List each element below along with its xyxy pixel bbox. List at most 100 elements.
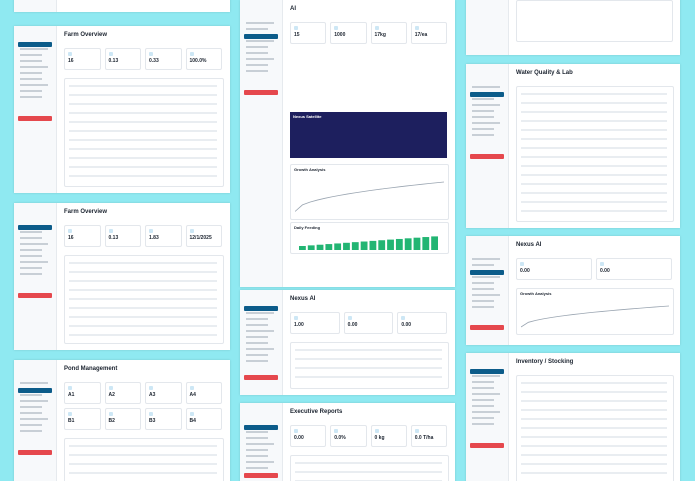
- stat-card: A2: [104, 382, 141, 404]
- cut-card: [466, 0, 680, 55]
- table-row: [69, 157, 217, 159]
- table-row: [521, 93, 667, 95]
- table-row: [69, 325, 217, 327]
- nav-item: [246, 318, 268, 320]
- nav-item: [472, 98, 494, 100]
- logout-button: [244, 90, 278, 95]
- app-screenshot: Nexus AI 0.00 0.00 Growth Analysis: [466, 236, 680, 345]
- nav-item: [472, 276, 500, 278]
- table-row: [521, 391, 667, 393]
- nav-item: [246, 52, 268, 54]
- table-row: [521, 138, 667, 140]
- chart-graphic: [295, 181, 444, 212]
- app-screenshot: Inventory / Stocking: [466, 353, 680, 481]
- sidebar: [14, 203, 57, 350]
- table-row: [69, 148, 217, 150]
- table-row: [69, 262, 217, 264]
- nav-item: [246, 443, 274, 445]
- page-title: AI: [290, 6, 296, 12]
- stat-card: 12/1/2025: [185, 225, 222, 247]
- table-row: [69, 112, 217, 114]
- table-row: [521, 436, 667, 438]
- table-row: [521, 454, 667, 456]
- table-row: [69, 85, 217, 87]
- nav-item: [472, 393, 500, 395]
- nav-item: [20, 412, 42, 414]
- nav-item: [20, 273, 42, 275]
- nav-item: [20, 261, 48, 263]
- logout-button: [18, 450, 52, 455]
- sidebar: [466, 64, 509, 228]
- nav-item: [472, 423, 494, 425]
- table-row: [69, 307, 217, 309]
- nav-item: [246, 324, 268, 326]
- table-row: [295, 367, 442, 369]
- stat-card: A3: [145, 382, 182, 404]
- nav-item: [472, 306, 494, 308]
- app-screenshot: Farm Overview 16 0.13 1.83 12/1/2025: [14, 203, 230, 350]
- nav-item: [246, 70, 268, 72]
- nav-active: [244, 306, 278, 311]
- table-row: [521, 147, 667, 149]
- table-row: [69, 334, 217, 336]
- nav-item: [20, 382, 48, 384]
- table-row: [69, 271, 217, 273]
- page-title: Nexus AI: [290, 296, 316, 302]
- stat-card: 0.00: [596, 258, 672, 280]
- nav-item: [20, 249, 42, 251]
- table-row: [521, 156, 667, 158]
- table-row: [521, 409, 667, 411]
- nav-item: [246, 348, 274, 350]
- logout-button: [244, 375, 278, 380]
- nav-item: [20, 255, 42, 257]
- chart-graphic: [299, 235, 438, 250]
- stat-card: 16: [64, 225, 101, 247]
- nav-item: [472, 110, 494, 112]
- chart-panel: [516, 288, 674, 335]
- stat-card: 17kg: [370, 22, 407, 44]
- nav-item: [246, 28, 268, 30]
- stat-card: 0.33: [145, 48, 182, 70]
- table-row: [69, 139, 217, 141]
- nav-item: [246, 360, 268, 362]
- logout-button: [470, 154, 504, 159]
- sidebar: [466, 0, 509, 55]
- bar-graphic: [325, 243, 333, 250]
- nav-item: [472, 300, 494, 302]
- stat-card: 0.00: [290, 425, 327, 447]
- page-title: Pond Management: [64, 366, 118, 372]
- table-row: [69, 103, 217, 105]
- bar-graphic: [299, 245, 306, 250]
- table-row: [69, 130, 217, 132]
- bar-graphic: [404, 237, 412, 250]
- table-row: [521, 183, 667, 185]
- app-screenshot: Executive Reports 0.00 0.0% 0 kg 0.0 T/ha: [240, 403, 455, 481]
- nav-item: [246, 354, 268, 356]
- line-graphic: [521, 305, 669, 328]
- page-title: Farm Overview: [64, 32, 108, 38]
- chart-graphic: [521, 305, 669, 328]
- app-screenshot: Water Quality & Lab: [466, 64, 680, 228]
- nav-active: [244, 34, 278, 39]
- nav-item: [246, 461, 274, 463]
- nav-active: [18, 388, 52, 393]
- nav-item: [246, 46, 268, 48]
- table-row: [69, 280, 217, 282]
- section-title: Growth Analysis: [520, 291, 552, 296]
- bar-graphic: [334, 242, 342, 250]
- logout-button: [18, 293, 52, 298]
- nav-item: [246, 431, 268, 433]
- stat-card: B3: [145, 408, 182, 430]
- nav-item: [246, 449, 268, 451]
- nav-item: [472, 411, 500, 413]
- table-row: [295, 376, 442, 378]
- table-row: [521, 472, 667, 474]
- stat-card: 0.0 T/ha: [410, 425, 447, 447]
- content-panel: [64, 78, 224, 187]
- bar-graphic: [316, 244, 324, 250]
- nav-item: [246, 455, 268, 457]
- nav-item: [20, 243, 48, 245]
- table-row: [69, 121, 217, 123]
- table: [516, 0, 673, 42]
